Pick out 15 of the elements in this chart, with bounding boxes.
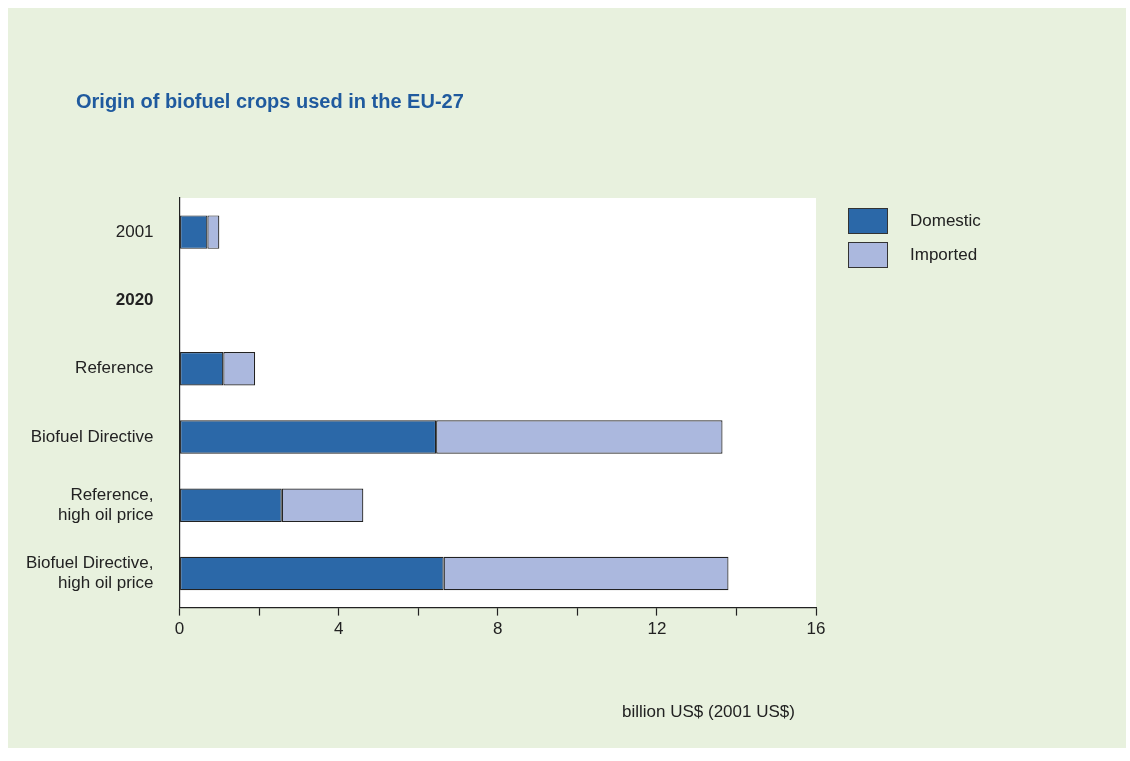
y-tick-label: Reference, high oil price: [58, 484, 154, 525]
x-tick-label: 0: [174, 619, 185, 639]
chart-title: Origin of biofuel crops used in the EU-27: [76, 90, 464, 113]
y-tick-label: 2001: [115, 221, 154, 241]
x-tick-label: 8: [493, 619, 503, 639]
y-tick-label: 2020: [115, 290, 154, 310]
x-tick-label: 4: [333, 619, 344, 639]
y-tick-label: Biofuel Directive, high oil price: [25, 552, 154, 593]
x-tick-label: 12: [647, 619, 667, 639]
y-tick-label: Biofuel Directive: [30, 426, 154, 446]
legend-label: Imported: [910, 245, 978, 265]
x-axis-title: billion US$ (2001 US$): [622, 702, 795, 722]
x-tick-label: 16: [806, 619, 826, 639]
legend-label: Domestic: [910, 211, 981, 231]
y-tick-label: Reference: [75, 358, 154, 378]
